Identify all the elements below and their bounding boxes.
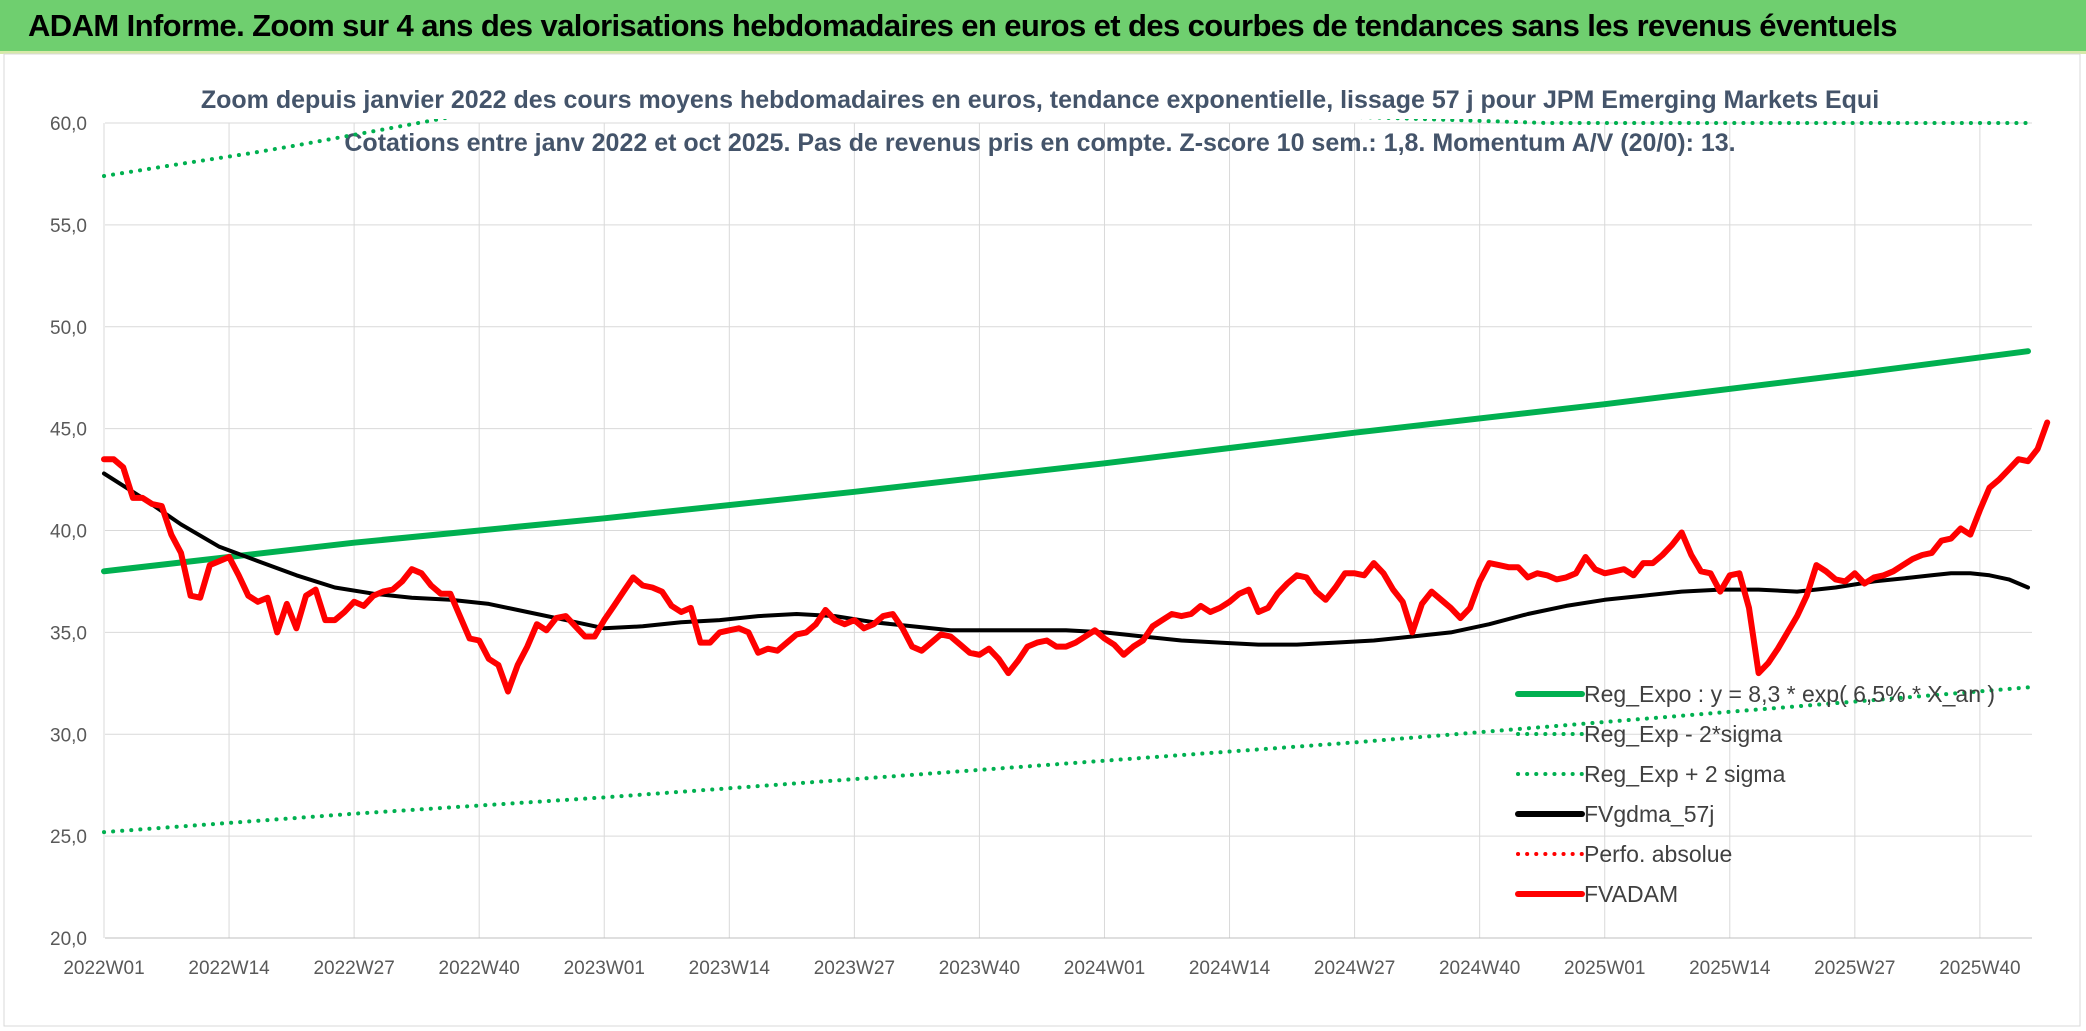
y-tick-label: 60,0 [50, 114, 87, 135]
x-tick-label: 2023W27 [814, 958, 895, 979]
y-tick-label: 20,0 [50, 929, 87, 950]
y-tick-label: 50,0 [50, 318, 87, 339]
x-tick-label: 2023W14 [689, 958, 771, 979]
series-layer [101, 119, 2051, 835]
y-axis: 20,0 25,0 30,0 35,0 40,0 45,0 50,0 55,0 60,0 [50, 114, 87, 950]
report-title: ADAM Informe. Zoom sur 4 ans des valoris… [28, 8, 1898, 43]
x-tick-label: 2025W27 [1814, 958, 1895, 979]
y-tick-label: 40,0 [50, 522, 87, 543]
x-tick-label: 2022W14 [188, 958, 270, 979]
x-tick-label: 2023W01 [564, 958, 645, 979]
y-tick-label: 35,0 [50, 623, 87, 644]
legend: Reg_Expo : y = 8,3 * exp( 6,5% * X_an ) R… [1515, 681, 1995, 907]
x-tick-label: 2023W40 [939, 958, 1020, 979]
x-tick-label: 2022W27 [313, 958, 394, 979]
series-line-3 [102, 471, 2030, 647]
series-line-1 [102, 685, 2030, 835]
series-line-0 [101, 348, 2031, 575]
legend-label: Reg_Expo : y = 8,3 * exp( 6,5% * X_an ) [1584, 681, 1995, 707]
x-tick-label: 2024W40 [1439, 958, 1520, 979]
series-line-2 [102, 119, 2030, 178]
legend-label: FVgdma_57j [1584, 801, 1714, 827]
x-tick-label: 2025W40 [1939, 958, 2020, 979]
series-line-5 [101, 419, 2051, 695]
report-header: ADAM Informe. Zoom sur 4 ans des valoris… [0, 0, 2086, 54]
chart-title: Zoom depuis janvier 2022 des cours moyen… [201, 86, 1879, 114]
legend-label: Perfo. absolue [1584, 841, 1732, 867]
x-tick-label: 2024W14 [1189, 958, 1271, 979]
x-tick-label: 2024W27 [1314, 958, 1395, 979]
x-tick-label: 2024W01 [1064, 958, 1145, 979]
legend-label: FVADAM [1584, 881, 1678, 907]
y-tick-label: 45,0 [50, 420, 87, 441]
chart-subtitle: Cotations entre janv 2022 et oct 2025. P… [344, 129, 1735, 157]
y-tick-label: 55,0 [50, 216, 87, 237]
gridlines [103, 122, 2032, 939]
y-tick-label: 25,0 [50, 827, 87, 848]
legend-label: Reg_Exp - 2*sigma [1584, 721, 1782, 747]
x-tick-label: 2025W01 [1564, 958, 1645, 979]
x-tick-label: 2022W40 [439, 958, 520, 979]
x-tick-label: 2022W01 [63, 958, 144, 979]
y-tick-label: 30,0 [50, 725, 87, 746]
legend-label: Reg_Exp + 2 sigma [1584, 761, 1786, 787]
x-axis: 2022W01 2022W14 2022W27 2022W40 2023W01 2023W… [63, 958, 2020, 979]
chart-area-border [3, 53, 2081, 1027]
x-tick-label: 2025W14 [1689, 958, 1771, 979]
